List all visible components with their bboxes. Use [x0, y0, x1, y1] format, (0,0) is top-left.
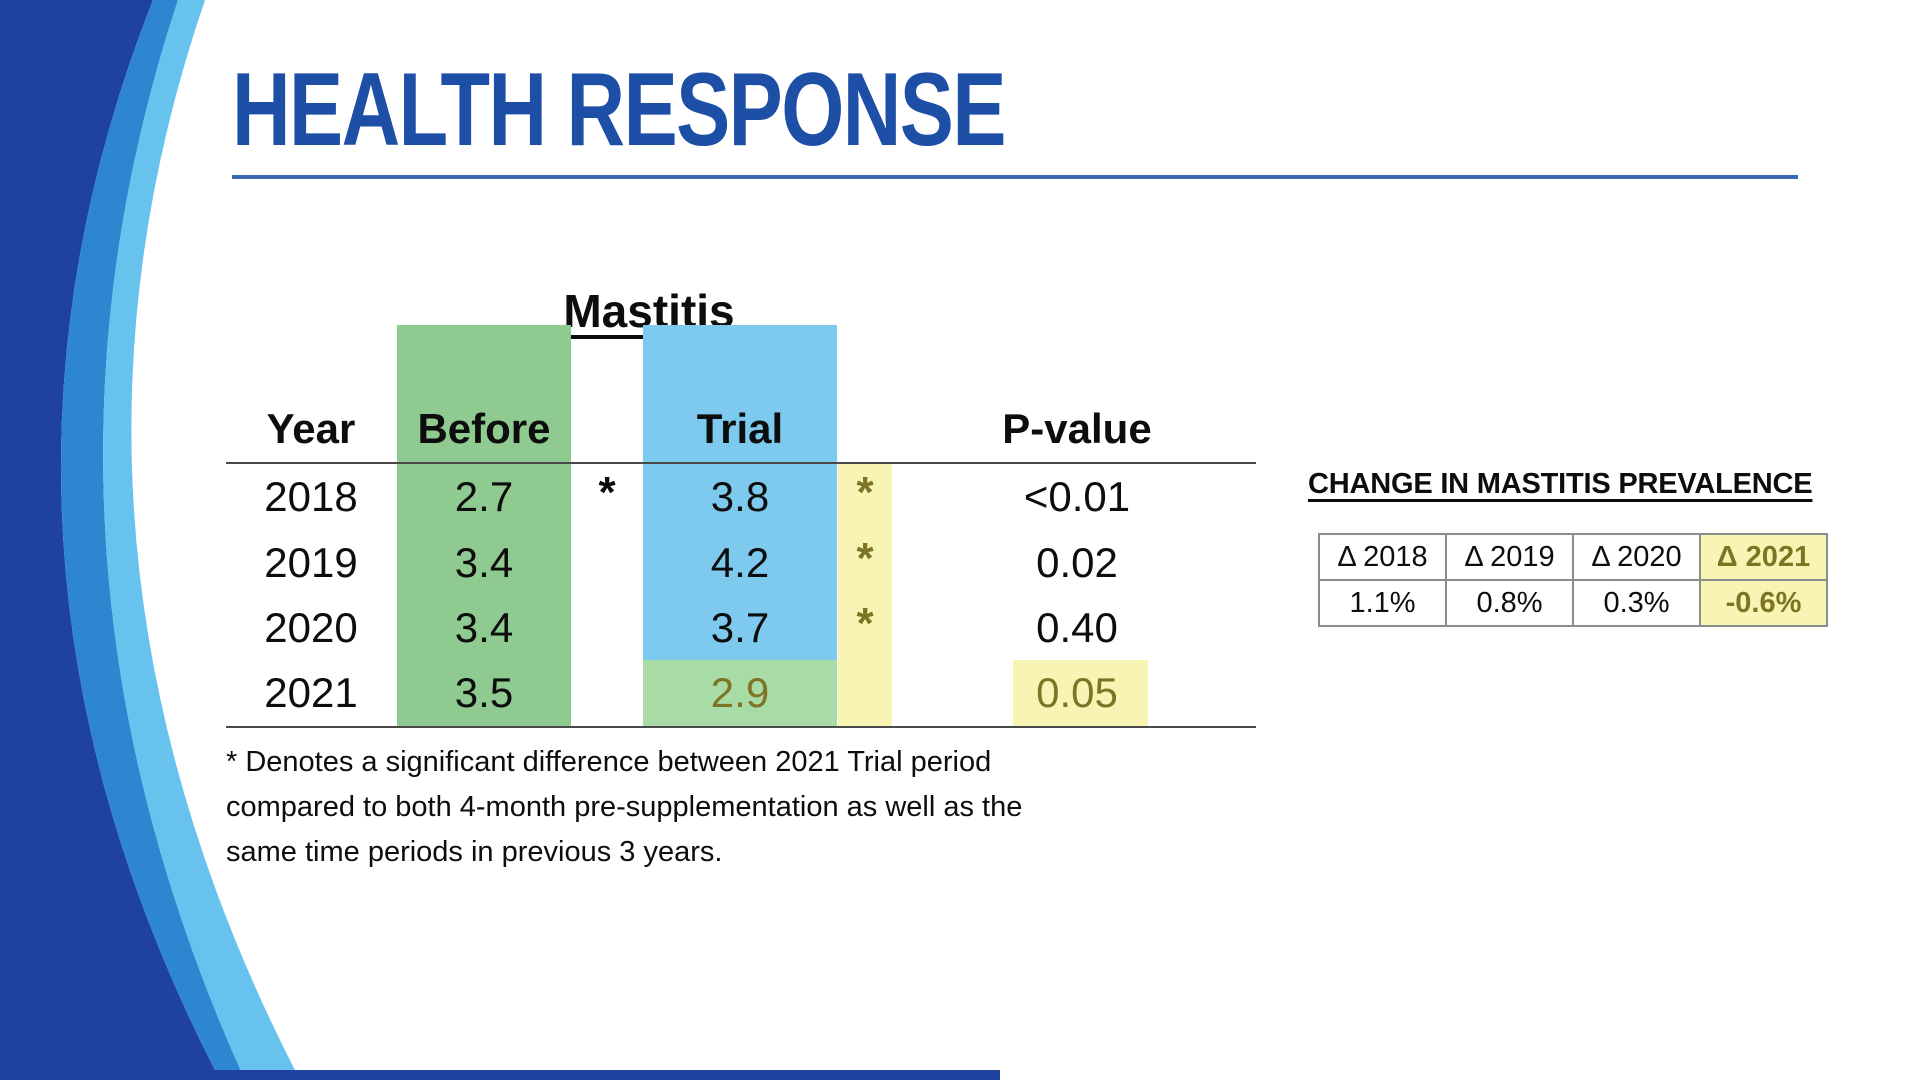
prevalence-header-2020: Δ 2020: [1574, 535, 1699, 579]
col-header-before: Before: [417, 405, 551, 452]
table-header-rule: [226, 462, 1256, 464]
prevalence-value-2021: -0.6%: [1701, 581, 1826, 625]
table-row-2019-trial-significance: *: [856, 534, 874, 583]
prevalence-header-2021: Δ 2021: [1701, 535, 1826, 579]
table-row-2019-year: 2019: [264, 539, 358, 586]
page-title: HEALTH RESPONSE: [232, 58, 1223, 162]
prevalence-value-2018: 1.1%: [1320, 581, 1445, 625]
table-bottom-rule: [226, 726, 1256, 728]
page-title-text: HEALTH RESPONSE: [232, 52, 1006, 168]
table-row-2021-pvalue: 0.05: [1036, 669, 1118, 716]
table-row-2018-before: 2.7: [454, 473, 514, 520]
table-row-2019-before: 3.4: [454, 539, 514, 586]
prevalence-table: Δ 2018 Δ 2019 Δ 2020 Δ 2021 1.1% 0.8% 0.…: [1318, 533, 1828, 627]
table-row-2019-before-significance: [571, 530, 643, 596]
prevalence-table-title: CHANGE IN MASTITIS PREVALENCE: [1308, 468, 1813, 500]
table-row-2020-trial-significance: *: [856, 599, 874, 648]
table-row-2020-pvalue: 0.40: [1036, 604, 1118, 651]
prevalence-value-2020: 0.3%: [1574, 581, 1699, 625]
col-header-trial: Trial: [696, 405, 784, 452]
trial-column-highlight: [643, 325, 837, 660]
prevalence-header-2019: Δ 2019: [1447, 535, 1572, 579]
table-row-2018-trial: 3.8: [710, 473, 770, 520]
col-header-pvalue: P-value: [1002, 405, 1152, 452]
table-row-2019-trial: 4.2: [710, 539, 770, 586]
table-row-2020-before: 3.4: [454, 604, 514, 651]
table-row-2020-trial: 3.7: [710, 604, 770, 651]
before-column-highlight: [397, 325, 571, 728]
table-row-2021-trial: 2.9: [710, 669, 770, 716]
table-row-2021-trial-significance: [838, 660, 892, 726]
table-row-2019-pvalue: 0.02: [1036, 539, 1118, 586]
significance-footnote: * Denotes a significant difference betwe…: [226, 746, 1023, 868]
prevalence-header-2018: Δ 2018: [1320, 535, 1445, 579]
table-row-2021-before-significance: [571, 660, 643, 726]
trial-2021-highlight: [643, 660, 837, 728]
table-row-2018-before-significance: *: [598, 468, 616, 517]
table-row-2018-year: 2018: [264, 473, 358, 520]
title-underline: [232, 175, 1798, 179]
pvalue-2021-highlight: [1013, 660, 1148, 728]
curve-band-light: [103, 0, 300, 1080]
table-row-2020-before-significance: [571, 595, 643, 661]
bottom-strip: [0, 1070, 1000, 1080]
table-row-2021-year: 2021: [264, 669, 358, 716]
prevalence-value-2019: 0.8%: [1447, 581, 1572, 625]
significance-column-highlight: [838, 464, 892, 728]
table-row-2021-before: 3.5: [454, 669, 514, 716]
col-header-year: Year: [266, 405, 356, 452]
curve-dark-field: [0, 0, 220, 1080]
table-row-2020-year: 2020: [264, 604, 358, 651]
curve-band-medium: [60, 0, 245, 1080]
table-row-2018-trial-significance: *: [856, 468, 874, 517]
table-row-2018-pvalue: <0.01: [1023, 473, 1131, 520]
